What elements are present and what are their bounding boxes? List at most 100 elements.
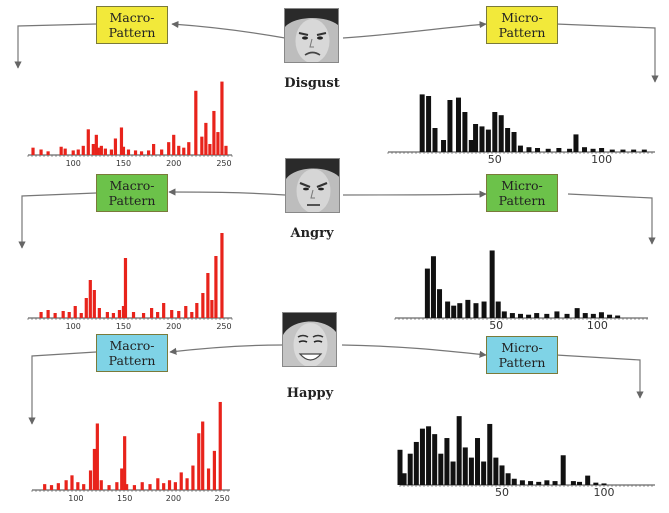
histogram-bar (534, 313, 540, 318)
histogram-bar (526, 314, 532, 318)
histogram-bar (76, 482, 80, 490)
histogram-bar (573, 134, 579, 152)
histogram-bar (535, 148, 541, 152)
histogram-bar (214, 256, 218, 318)
histogram-bar (113, 138, 118, 155)
histogram-bar (487, 423, 493, 485)
macro-histogram-angry: 100 150 200 250 (27, 233, 233, 331)
histogram-bar (79, 313, 83, 318)
histogram-bar (509, 313, 515, 318)
histogram-bar (481, 461, 487, 485)
histogram-bar (96, 147, 100, 155)
histogram-bar (447, 100, 453, 152)
micro-pattern-label-line2: Pattern (498, 25, 546, 40)
macro-pattern-label-line2: Pattern (108, 25, 156, 40)
histogram-bar (430, 256, 436, 318)
arrow-micro-down-happy (555, 354, 644, 399)
histogram-bar (177, 311, 181, 318)
histogram-bar (489, 250, 495, 318)
histogram-bar (115, 482, 119, 490)
histogram-bar (220, 233, 224, 318)
histogram-bar (91, 143, 95, 155)
macro-pattern-box-angry: Macro- Pattern (96, 174, 168, 212)
histogram-bar (94, 134, 98, 155)
histogram-bar (139, 151, 144, 155)
x-tick-label: 100 (591, 153, 612, 166)
histogram-bar (582, 313, 588, 318)
histogram-bar (216, 132, 220, 155)
histogram-bar (536, 481, 542, 485)
face-image-angry (285, 158, 340, 213)
histogram-bar (495, 301, 501, 318)
histogram-bar (190, 312, 194, 318)
histogram-bar (585, 475, 591, 485)
histogram-bar (95, 423, 99, 490)
histogram-bar (131, 312, 136, 318)
histogram-bar (121, 306, 126, 318)
histogram-bar (473, 303, 479, 318)
histogram-bar (107, 485, 111, 490)
histogram-bar (598, 312, 604, 318)
histogram-bar (609, 149, 615, 152)
macro-pattern-label-line2: Pattern (108, 353, 156, 368)
emotion-label-happy: Happy (286, 386, 334, 401)
histogram-bar (206, 468, 211, 490)
histogram-bar (564, 313, 570, 318)
histogram-bar (208, 143, 212, 155)
histogram-bar (141, 313, 146, 318)
histogram-bar (498, 115, 504, 152)
histogram-bar (185, 478, 189, 490)
macro-histogram-disgust: 100 150 200 250 (27, 81, 233, 168)
histogram-bar (197, 433, 201, 490)
macro-pattern-label-line1: Macro- (109, 10, 155, 25)
histogram-bar (201, 421, 205, 490)
x-tick-label: 200 (166, 159, 181, 168)
histogram-bar (505, 473, 511, 485)
histogram-bar (212, 110, 216, 155)
histogram-bar (601, 483, 607, 485)
histogram-bar (631, 149, 637, 152)
histogram-bar (544, 313, 550, 318)
histogram-bar (441, 140, 447, 152)
histogram-bar (160, 149, 164, 155)
histogram-bar (455, 97, 461, 152)
histogram-bar (407, 453, 413, 485)
histogram-bar (121, 146, 126, 155)
micro-pattern-label-line1: Micro- (501, 340, 543, 355)
arrow-face-to-macro-happy (169, 344, 283, 355)
histogram-bar (64, 480, 68, 490)
histogram-bar (424, 268, 430, 318)
histogram-bar (413, 441, 419, 485)
histogram-bar (485, 129, 491, 152)
histogram-bar (182, 147, 186, 155)
histogram-bar (200, 136, 204, 155)
histogram-bar (641, 149, 647, 152)
histogram-bar (468, 457, 474, 485)
histogram-bar (109, 149, 114, 155)
histogram-bar (99, 145, 103, 155)
x-tick-label: 250 (215, 494, 230, 503)
histogram-bar (560, 455, 566, 485)
histogram-bar (49, 485, 54, 490)
histogram-bar (167, 142, 171, 155)
histogram-bar (499, 465, 505, 485)
histogram-bar (218, 401, 222, 490)
histogram-bar (432, 128, 438, 152)
histogram-bar (97, 308, 101, 318)
histogram-bar (206, 273, 210, 318)
histogram-bar (73, 306, 77, 318)
histogram-bar (456, 416, 462, 485)
histogram-bar (204, 122, 208, 155)
histogram-bar (545, 148, 551, 152)
face-image-happy (282, 312, 337, 367)
histogram-bar (103, 148, 107, 155)
histogram-bar (120, 468, 124, 490)
micro-pattern-label-line1: Micro- (501, 10, 543, 25)
histogram-bar (511, 132, 517, 152)
x-tick-label: 150 (117, 494, 132, 503)
histogram-bar (445, 301, 451, 318)
histogram-bar (432, 434, 438, 485)
histogram-bar (210, 300, 214, 318)
histogram-bar (462, 447, 468, 485)
histogram-bar (31, 147, 35, 155)
